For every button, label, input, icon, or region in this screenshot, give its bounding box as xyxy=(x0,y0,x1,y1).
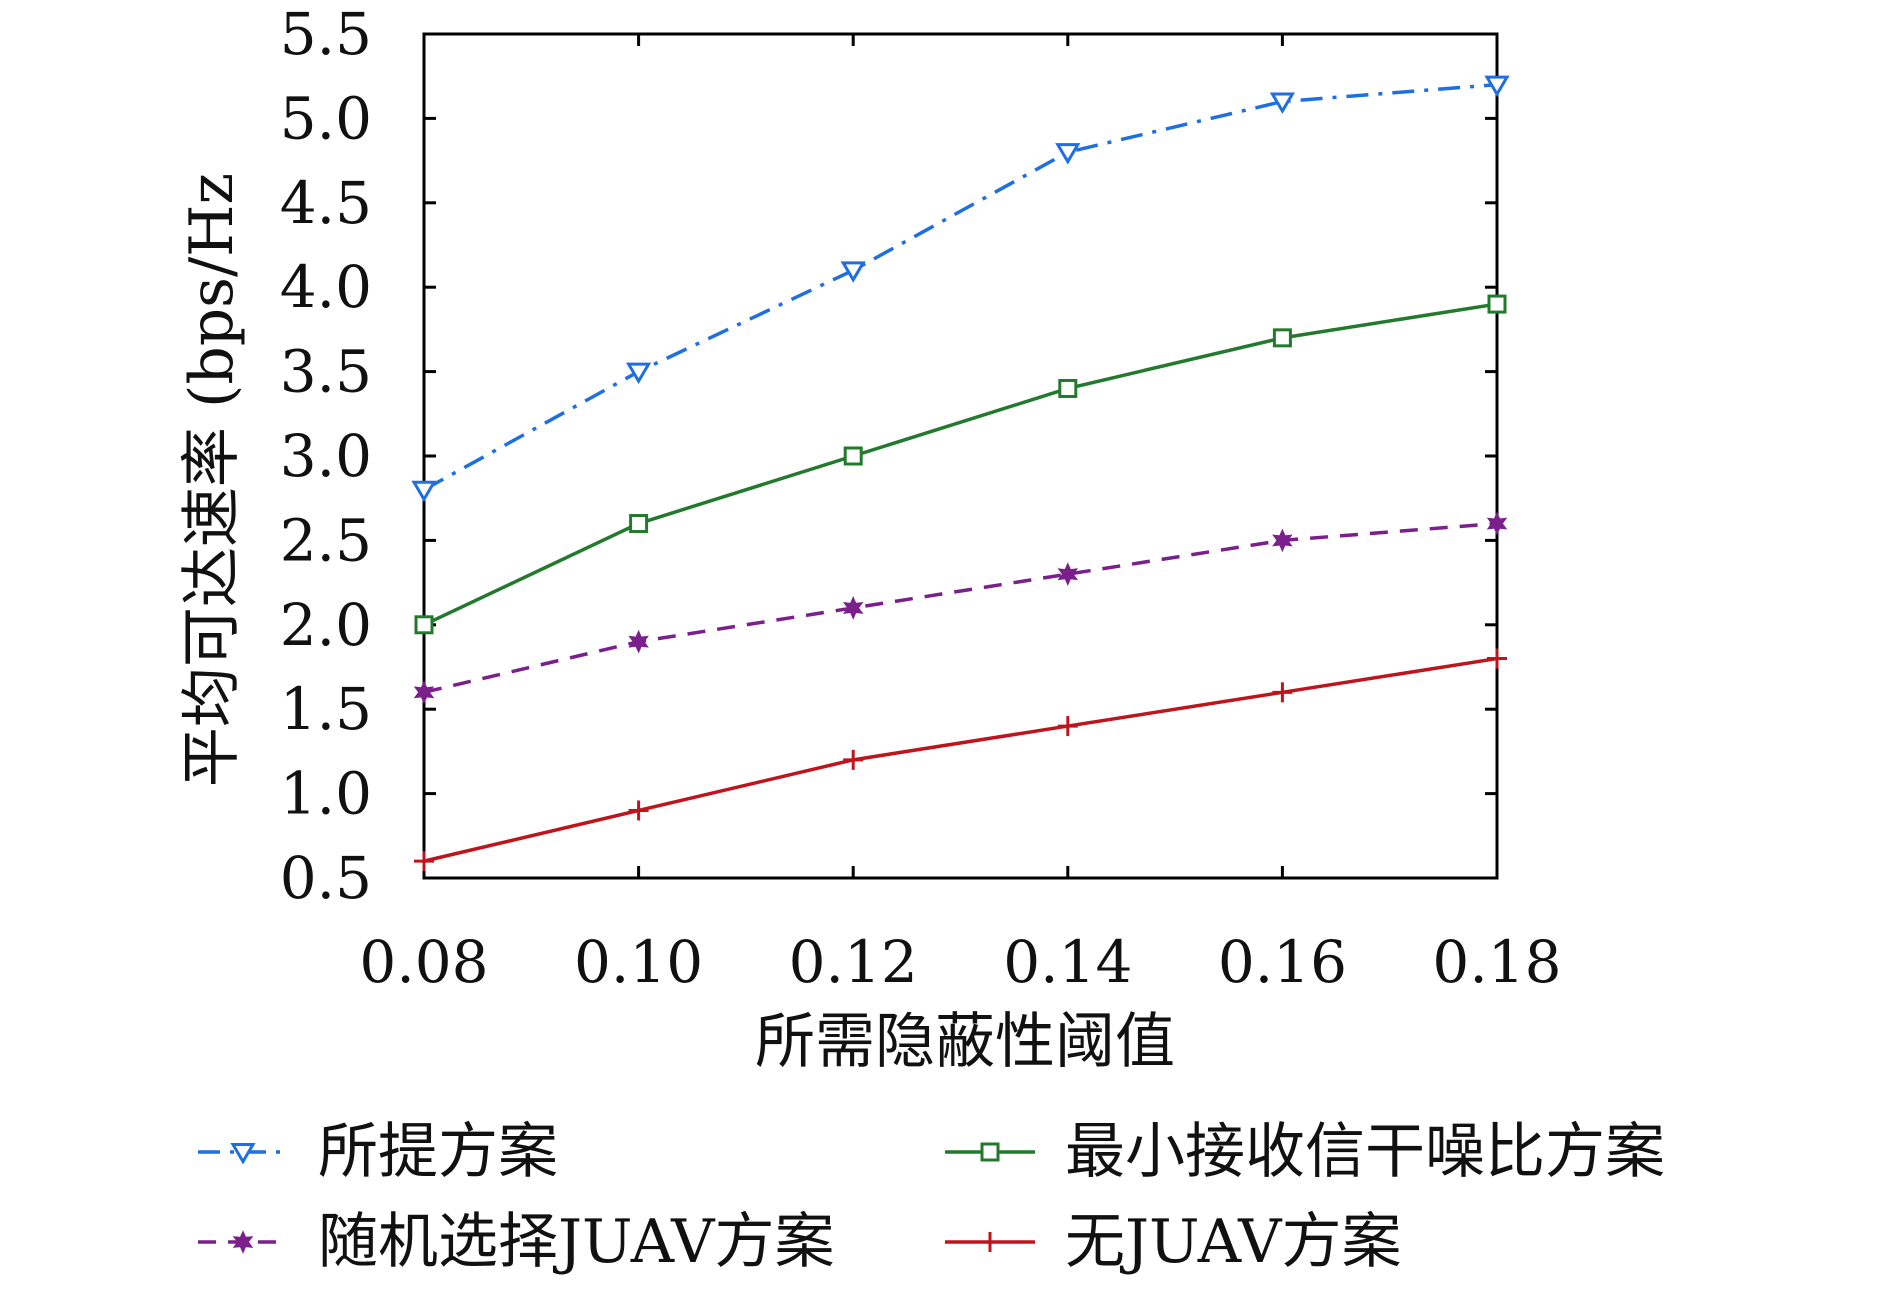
legend-marker xyxy=(232,1230,254,1254)
data-point xyxy=(842,596,864,620)
legend-label: 无JUAV方案 xyxy=(1065,1207,1401,1277)
data-point xyxy=(1487,294,1507,314)
y-tick-label: 5.5 xyxy=(280,0,372,68)
legend-marker xyxy=(980,1142,1000,1162)
legend-marker xyxy=(980,1232,1000,1252)
x-tick-label: 0.08 xyxy=(359,928,488,996)
data-point xyxy=(1058,378,1078,398)
y-tick-label: 1.0 xyxy=(280,760,372,828)
y-axis-title: 平均可达速率 (bps/Hz xyxy=(177,173,247,787)
legend-item: 所提方案 xyxy=(198,1117,558,1187)
plot-frame xyxy=(422,32,1499,880)
data-point xyxy=(625,362,652,385)
series-group xyxy=(411,75,1510,872)
y-tick-label: 5.0 xyxy=(280,84,372,152)
data-point xyxy=(1057,716,1078,737)
legend-label: 最小接收信干噪比方案 xyxy=(1065,1117,1665,1187)
data-point xyxy=(1484,75,1510,98)
data-point xyxy=(1272,328,1292,348)
series-3 xyxy=(413,511,1508,705)
series-line xyxy=(423,302,1498,627)
series-line xyxy=(423,82,1498,492)
legend-label: 随机选择JUAV方案 xyxy=(318,1207,834,1277)
series-line xyxy=(423,521,1498,695)
data-point xyxy=(1487,648,1507,669)
data-point xyxy=(1272,528,1293,553)
y-tick-label: 0.5 xyxy=(280,844,372,912)
data-point xyxy=(414,615,434,635)
data-point xyxy=(843,749,864,770)
legend-item: 最小接收信干噪比方案 xyxy=(945,1117,1665,1187)
plot-frame-rect xyxy=(422,32,1499,880)
x-tick-label: 0.18 xyxy=(1432,928,1561,996)
x-tick-label: 0.12 xyxy=(789,928,918,996)
data-point xyxy=(628,629,649,654)
data-point xyxy=(1272,682,1293,703)
data-point xyxy=(1486,511,1508,536)
x-tick-label: 0.10 xyxy=(574,928,703,996)
data-point xyxy=(414,851,434,872)
data-point xyxy=(1057,562,1079,587)
series-1 xyxy=(411,75,1510,503)
y-tick-label: 3.0 xyxy=(280,422,372,490)
data-point xyxy=(411,480,437,503)
series-2 xyxy=(414,294,1507,635)
series-line xyxy=(423,656,1498,863)
data-point xyxy=(1055,143,1081,165)
y-tick-label: 4.0 xyxy=(280,253,372,321)
legend-item: 无JUAV方案 xyxy=(945,1207,1401,1277)
legend-item: 随机选择JUAV方案 xyxy=(198,1207,834,1277)
y-tick-label: 2.0 xyxy=(280,591,372,659)
y-tick-label: 2.5 xyxy=(280,506,372,574)
legend-marker xyxy=(230,1143,256,1165)
x-tick-label: 0.14 xyxy=(1003,928,1132,996)
x-tick-label: 0.16 xyxy=(1218,928,1347,996)
data-point xyxy=(843,446,863,466)
data-point xyxy=(840,261,866,283)
y-tick-label: 3.5 xyxy=(280,338,372,406)
x-axis: 0.08 0.10 0.12 0.14 0.16 0.18 xyxy=(359,34,1562,996)
legend-label: 所提方案 xyxy=(318,1117,558,1187)
series-4 xyxy=(414,648,1507,872)
data-point xyxy=(413,680,435,705)
y-axis: 0.5 1.0 1.5 2.0 2.5 3.0 3.5 4.0 4.5 5.0 5.5 xyxy=(280,0,1497,912)
y-tick-label: 1.5 xyxy=(280,675,372,743)
x-axis-title: 所需隐蔽性阈值 xyxy=(755,1007,1175,1077)
data-point xyxy=(628,800,649,821)
data-point xyxy=(1269,92,1296,114)
data-point xyxy=(629,514,649,534)
y-tick-label: 4.5 xyxy=(280,169,372,237)
